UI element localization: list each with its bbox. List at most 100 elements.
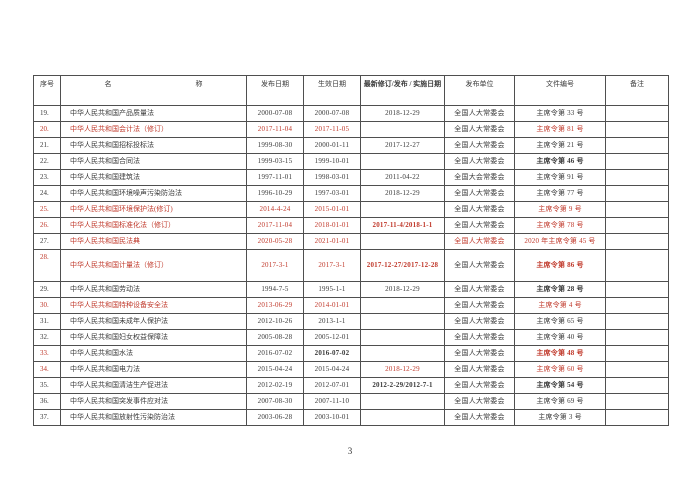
cell-no: 26. [33,217,61,234]
table-row: 32. 中华人民共和国妇女权益保障法 2005-08-28 2005-12-01 全国人… [33,329,669,346]
cell-note [605,121,669,138]
cell-no: 32. [33,329,61,346]
header-note: 备注 [605,75,669,106]
cell-name: 中华人民共和国清洁生产促进法 [60,377,247,394]
cell-note [605,345,669,362]
cell-note [605,153,669,170]
cell-rev: 2018-12-29 [360,361,445,378]
cell-note [605,105,669,122]
cell-no: 25. [33,201,61,218]
cell-rev [360,297,445,314]
cell-doc: 主席令第 28 号 [514,281,606,298]
cell-no: 24. [33,185,61,202]
cell-doc: 主席令第 46 号 [514,153,606,170]
cell-unit: 全国人大常委会 [444,281,515,298]
cell-note [605,393,669,410]
cell-eff: 2015-01-01 [303,201,361,218]
cell-unit: 全国人大常委会 [444,233,515,250]
cell-unit: 全国人大常委会 [444,409,515,426]
cell-note [605,249,669,282]
table-row: 33. 中华人民共和国水法 2016-07-02 2016-07-02 全国人大常委会主… [33,345,669,362]
cell-note [605,169,669,186]
table-row: 22. 中华人民共和国合同法 1999-03-15 1999-10-01 全国人大常委会… [33,153,669,170]
cell-unit: 全国人大常委会 [444,393,515,410]
table-row: 31. 中华人民共和国未成年人保护法 2012-10-26 2013-1-1 全国人大常… [33,313,669,330]
cell-rev [360,393,445,410]
cell-unit: 全国人大常委会 [444,249,515,282]
cell-unit: 全国人大常委会 [444,329,515,346]
cell-name: 中华人民共和国标准化法（修订） [60,217,247,234]
cell-rev [360,329,445,346]
cell-unit: 全国人大常委会 [444,361,515,378]
cell-eff: 2021-01-01 [303,233,361,250]
cell-no: 30. [33,297,61,314]
cell-doc: 主席令第 21 号 [514,137,606,154]
cell-no: 33. [33,345,61,362]
cell-unit: 全国大会常委会 [444,169,515,186]
cell-name: 中华人民共和国民法典 [60,233,247,250]
cell-doc: 主席令第 77 号 [514,185,606,202]
cell-doc: 主席令第 40 号 [514,329,606,346]
table-row: 26. 中华人民共和国标准化法（修订） 2017-11-04 2018-01-01 20… [33,217,669,234]
cell-name: 中华人民共和国环境保护法(修订) [60,201,247,218]
cell-no: 20. [33,121,61,138]
cell-rev [360,233,445,250]
cell-no: 34. [33,361,61,378]
cell-name: 中华人民共和国放射性污染防治法 [60,409,247,426]
table-row: 34. 中华人民共和国电力法 2015-04-24 2015-04-24 2018-12… [33,361,669,378]
cell-eff: 2012-07-01 [303,377,361,394]
cell-unit: 全国人大常委会 [444,121,515,138]
cell-note [605,137,669,154]
cell-eff: 1999-10-01 [303,153,361,170]
cell-doc: 主席令第 3 号 [514,409,606,426]
cell-pub: 2017-11-04 [246,121,304,138]
cell-unit: 全国人大常委会 [444,153,515,170]
cell-doc: 主席令第 9 号 [514,201,606,218]
cell-eff: 2005-12-01 [303,329,361,346]
table-row: 28. 中华人民共和国计量法（修订） 2017-3-1 2017-3-1 2017-12… [33,249,669,282]
cell-note [605,185,669,202]
header-eff: 生效日期 [303,75,361,106]
cell-pub: 2017-11-04 [246,217,304,234]
cell-eff: 2018-01-01 [303,217,361,234]
cell-eff: 1995-1-1 [303,281,361,298]
cell-note [605,361,669,378]
cell-no: 19. [33,105,61,122]
cell-doc: 主席令第 69 号 [514,393,606,410]
cell-unit: 全国人大常委会 [444,377,515,394]
cell-note [605,217,669,234]
cell-rev [360,201,445,218]
cell-no: 27. [33,233,61,250]
cell-eff: 2000-01-11 [303,137,361,154]
header-no: 序号 [33,75,61,106]
cell-note [605,233,669,250]
cell-pub: 2000-07-08 [246,105,304,122]
cell-pub: 2017-3-1 [246,249,304,282]
cell-note [605,297,669,314]
cell-doc: 主席令第 48 号 [514,345,606,362]
cell-rev: 2011-04-22 [360,169,445,186]
cell-unit: 全国人大常委会 [444,201,515,218]
cell-name: 中华人民共和国环境噪声污染防治法 [60,185,247,202]
cell-rev: 2012-2-29/2012-7-1 [360,377,445,394]
cell-doc: 主席令第 60 号 [514,361,606,378]
table-row: 21. 中华人民共和国招标投标法 1999-08-30 2000-01-11 2017-… [33,137,669,154]
cell-name: 中华人民共和国招标投标法 [60,137,247,154]
cell-pub: 1999-03-15 [246,153,304,170]
cell-unit: 全国人大常委会 [444,137,515,154]
table-row: 30. 中华人民共和国特种设备安全法 2013-06-29 2014-01-01 全国人… [33,297,669,314]
cell-rev [360,153,445,170]
cell-doc: 主席令第 91 号 [514,169,606,186]
cell-eff: 1998-03-01 [303,169,361,186]
cell-pub: 2016-07-02 [246,345,304,362]
cell-no: 28. [33,249,61,282]
cell-rev: 2018-12-29 [360,281,445,298]
cell-name: 中华人民共和国会计法（修订） [60,121,247,138]
cell-eff: 2003-10-01 [303,409,361,426]
header-name: 名 称 [60,75,247,106]
cell-doc: 主席令第 65 号 [514,313,606,330]
table-row: 29. 中华人民共和国劳动法 1994-7-5 1995-1-1 2018-12-29 全… [33,281,669,298]
table-row: 24. 中华人民共和国环境噪声污染防治法 1996-10-29 1997-03-01 2… [33,185,669,202]
cell-pub: 2014-4-24 [246,201,304,218]
cell-rev [360,409,445,426]
